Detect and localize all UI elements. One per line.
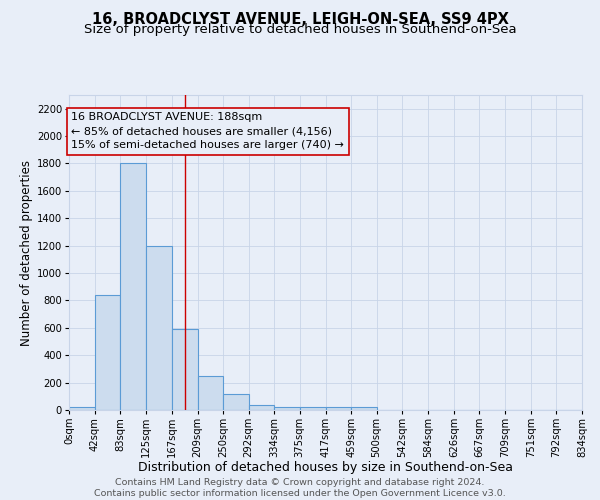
Text: Contains HM Land Registry data © Crown copyright and database right 2024.
Contai: Contains HM Land Registry data © Crown c…: [94, 478, 506, 498]
Bar: [172, 329, 197, 410]
Bar: [248, 404, 274, 410]
Bar: [274, 406, 299, 410]
Bar: [146, 246, 172, 410]
Y-axis label: Number of detached properties: Number of detached properties: [20, 160, 32, 346]
X-axis label: Distribution of detached houses by size in Southend-on-Sea: Distribution of detached houses by size …: [138, 462, 513, 474]
Bar: [325, 408, 352, 410]
Bar: [223, 394, 248, 410]
Bar: [120, 164, 146, 410]
Text: Size of property relative to detached houses in Southend-on-Sea: Size of property relative to detached ho…: [83, 24, 517, 36]
Bar: [197, 376, 223, 410]
Text: 16 BROADCLYST AVENUE: 188sqm
← 85% of detached houses are smaller (4,156)
15% of: 16 BROADCLYST AVENUE: 188sqm ← 85% of de…: [71, 112, 344, 150]
Text: 16, BROADCLYST AVENUE, LEIGH-ON-SEA, SS9 4PX: 16, BROADCLYST AVENUE, LEIGH-ON-SEA, SS9…: [92, 12, 508, 28]
Bar: [95, 295, 120, 410]
Bar: [352, 408, 377, 410]
Bar: [299, 406, 325, 410]
Bar: [69, 406, 95, 410]
